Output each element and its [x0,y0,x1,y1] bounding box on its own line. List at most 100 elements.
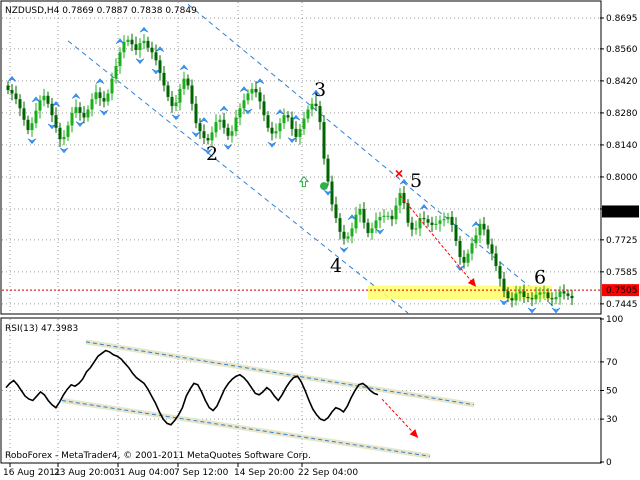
price-bar-body [210,132,214,141]
fractal-down [47,123,57,130]
price-bar-body [542,292,546,294]
price-bar-body [510,298,514,301]
price-bar-body [14,93,18,100]
fractal-up [199,117,209,123]
price-bar-body [94,92,98,100]
price-bar-body [538,292,542,295]
price-bar-body [190,85,194,104]
fractal-up [7,75,17,82]
price-bar-body [126,39,130,43]
price-bar-body [442,219,446,221]
rsi-tick-label: 30 [606,415,618,425]
price-bar-body [150,47,154,53]
fractal-up [71,93,81,99]
fractal-up [399,178,409,185]
price-bar-body [350,228,354,237]
price-bar-body [30,123,34,131]
price-bar-body [110,78,114,94]
price-bar-body [522,291,526,297]
price-bar-body [470,243,474,254]
price-bar-body [570,295,574,299]
price-bar-body [214,122,218,133]
price-bar-body [334,204,338,219]
price-bar-body [434,223,438,225]
price-bar-body [398,192,402,206]
price-tick-label: 0.8420 [606,77,638,87]
price-bar-body [462,256,466,263]
price-bar-body [414,228,418,230]
fractal-down [151,68,161,75]
price-bar-body [18,99,22,109]
price-bar-body [274,131,278,134]
price-bar-body [406,203,410,223]
price-bar-body [502,278,506,292]
price-bar-body [266,115,270,128]
price-bar-body [230,131,234,136]
price-bar-body [330,181,334,205]
price-bar-body [526,296,530,299]
fractal-up [179,64,189,71]
fractal-up [311,89,321,96]
price-bar-body [278,123,282,132]
current-price-label-box [602,205,639,218]
price-tick-label: 0.7725 [606,236,638,246]
price-bar-body [62,136,66,140]
price-bar-body [178,88,182,103]
rsi-title: RSI(13) 47.3983 [5,324,78,334]
rsi-arrow-shaft [381,398,419,439]
price-axis: 0.8695 0.8560 0.8420 0.8280 0.8140 0.8000 0.78… [600,14,639,310]
price-bar-body [206,138,210,141]
price-forecast-arrow [399,194,477,288]
rsi-tick-label: 50 [606,387,618,397]
rsi-line [5,349,379,426]
fractal-up [275,109,285,115]
price-bar-body [370,228,374,233]
price-bar-body [478,223,482,236]
price-bar-body [122,42,126,53]
price-bar-body [114,66,118,79]
fractal-down [499,299,509,306]
price-bar-body [198,123,202,132]
price-bar-body [270,127,274,134]
rsi-series-line [5,349,379,426]
time-tick-label: 7 Sep 12:00 [174,468,229,478]
price-bar-body [482,223,486,230]
price-bar-body [430,222,434,225]
fractal-down [223,144,233,150]
price-bar-body [226,127,230,136]
price-bar-body [130,39,134,45]
price-bar-body [566,293,570,296]
price-bar-body [310,103,314,110]
time-tick-label: 16 Aug 2011 [3,468,61,478]
price-bar-body [294,128,298,137]
copyright-text: RoboForex - MetaTrader4, © 2001-2011 Met… [5,451,311,461]
current-price-label: 0.7849 [606,207,638,217]
rsi-tick-label: 100 [606,315,623,325]
price-bar-body [26,119,30,131]
price-bar-body [318,106,322,123]
price-bar-body [146,40,150,48]
time-tick-label: 23 Aug 20:00 [54,468,115,478]
price-bar-body [98,92,102,99]
price-bar-body [486,229,490,245]
price-bar-body [250,88,254,94]
price-bar-body [286,115,290,118]
price-bar-body [282,115,286,124]
price-bar-body [466,253,470,263]
rsi-panel: RSI(13) 47.3983 RoboForex - MetaTrader4,… [0,317,602,464]
rsi-axis: 100 70 50 30 0 [600,315,623,468]
price-bar-body [534,294,538,300]
price-bar-body [246,93,250,101]
price-panel: 2 3 4 5 6 NZDUSD,H4 0.7869 0.7887 0.7838 0.7… [0,0,602,315]
fractal-down [243,108,253,115]
price-bar-body [142,40,146,44]
price-bar-body [314,103,318,107]
price-bar-body [82,112,86,118]
price-bar-body [10,90,14,94]
price-bar-body [70,112,74,126]
price-bar-body [50,103,54,116]
price-bar-body [402,192,406,204]
price-title: NZDUSD,H4 0.7869 0.7887 0.7838 0.7849 [5,6,197,16]
rsi-arrow-head [409,429,418,438]
price-bar-body [74,107,78,113]
